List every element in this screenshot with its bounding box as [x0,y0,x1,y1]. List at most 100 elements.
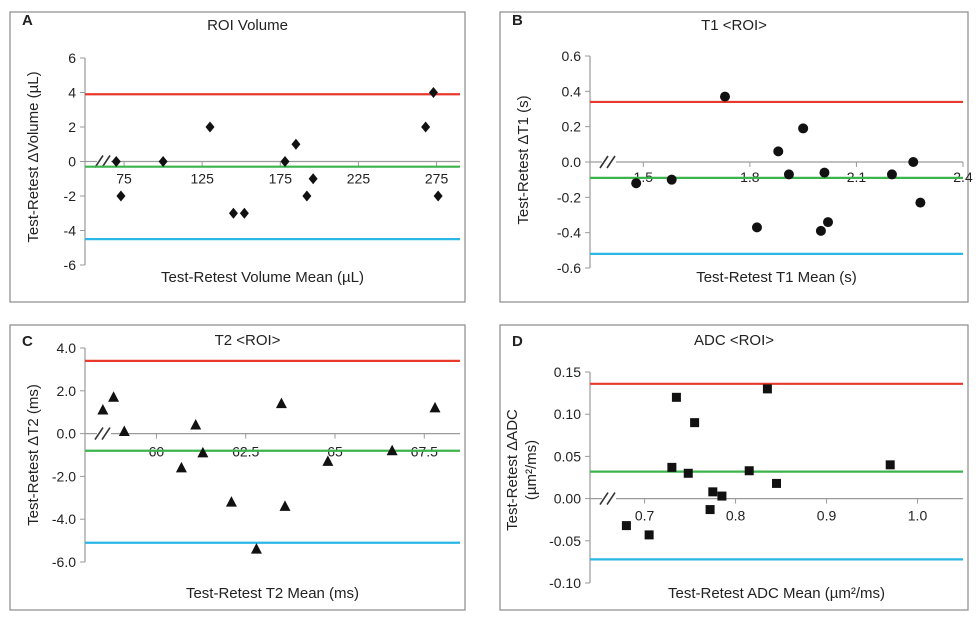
panel-letter: C [22,333,33,350]
chart-title: T2 <ROI> [215,332,281,349]
axis-break-mark [101,427,111,441]
data-point [719,91,730,102]
x-tick-label: 0.8 [726,508,746,524]
data-point [815,225,826,236]
panel-letter: D [512,333,523,350]
chart-panel-d: D ADC <ROI> 0.15 0.10 0.05 0.00 -0.05 -0.10 0.7 0… [499,324,969,611]
data-point [683,468,693,478]
x-tick-label: 2.4 [953,169,973,185]
axis-break-mark [606,155,616,169]
data-point [690,418,700,428]
y-tick-label: -2.0 [52,468,76,484]
y-tick-label: 0 [68,154,76,170]
data-point [429,401,441,413]
data-point [433,190,443,202]
y-tick-label: 4 [68,85,76,101]
chart-title: ROI Volume [207,17,288,34]
y-axis-label: Test-Retest ΔT1 (s) [515,95,532,224]
data-point [666,174,677,185]
y-axis-label: Test-Retest ΔT2 (ms) [25,384,42,526]
data-point [225,496,237,507]
data-point [671,392,681,402]
y-tick-label: 0.2 [562,119,582,135]
y-tick-label: -0.10 [549,575,581,591]
data-point [717,491,727,501]
axis-break-mark [599,492,609,506]
data-point [783,169,794,180]
data-point [118,425,130,436]
data-point [886,169,897,180]
data-point [197,446,209,458]
data-point [116,190,126,202]
x-axis-label: Test-Retest T1 Mean (s) [696,269,857,286]
y-axis-label: Test-Retest ΔVolume (µL) [25,71,42,242]
panel-frame [9,324,466,611]
data-point [421,121,431,133]
data-point [280,156,290,167]
y-tick-label: -2 [64,188,77,204]
y-tick-label: 0.0 [57,426,77,442]
data-point [250,543,262,554]
y-tick-label: -0.05 [549,533,581,549]
y-tick-label: -0.4 [557,225,581,241]
x-tick-label: 225 [347,171,371,187]
y-tick-label: -4 [64,223,77,239]
axis-break-mark [606,492,616,506]
data-point [239,207,249,219]
chart-title: ADC <ROI> [694,332,774,349]
data-point [751,222,762,233]
y-tick-label: -6.0 [52,554,76,570]
x-tick-label: 275 [425,171,449,187]
data-point [819,167,830,178]
x-axis-label: Test-Retest T2 Mean (ms) [186,585,359,602]
data-point [915,197,926,208]
axis-break-mark [94,155,104,168]
y-tick-label: 2.0 [57,383,77,399]
x-tick-label: 125 [191,171,215,187]
data-point [190,419,202,430]
y-tick-label: 0.4 [562,83,582,99]
chart-panel-c: CT2 <ROI>4.02.00.0-2.0-4.0-6.06062.56567… [9,324,466,611]
axis-break-mark [101,155,111,168]
data-point [885,460,895,470]
y-axis-label: Test-Retest ΔADC (µm²/ms) [504,409,540,531]
data-point [428,87,438,98]
data-point [772,478,781,488]
data-point [205,121,215,133]
y-tick-label: -0.2 [557,189,581,205]
data-point [111,156,121,167]
data-point [644,530,654,540]
chart-panel-a: A ROI Volume 6 4 2 0 -2 -4 -6 75 125 175 225 275 Test-… [9,11,466,303]
y-tick-label: 0.05 [554,448,581,464]
panel-letter: B [512,12,523,29]
y-tick-label: -4.0 [52,511,76,527]
y-tick-label: -6 [64,257,77,273]
x-axis-label: Test-Retest ADC Mean (µm²/ms) [668,585,885,602]
data-point [908,157,919,167]
data-point [228,207,238,219]
data-point [798,123,809,134]
x-tick-label: 75 [116,171,132,187]
data-point [621,521,631,531]
data-point [175,461,187,473]
data-point [762,384,772,394]
y-tick-label: 0.15 [554,364,581,380]
y-tick-label: 0.6 [562,48,582,64]
data-point [705,505,715,515]
y-tick-label: 0.00 [554,491,581,507]
data-point [773,146,784,157]
data-point [108,391,120,402]
chart-title: T1 <ROI> [701,17,767,34]
y-tick-label: 0.0 [562,154,582,170]
data-point [302,190,312,202]
data-point [386,444,398,456]
x-tick-label: 175 [269,171,293,187]
panel-letter: A [22,12,33,29]
data-point [322,455,334,466]
panel-frame [9,11,466,303]
y-tick-label: -0.6 [557,260,581,276]
data-point [823,217,834,228]
data-point [667,462,677,472]
x-tick-label: 0.7 [635,508,655,524]
data-point [279,500,291,511]
